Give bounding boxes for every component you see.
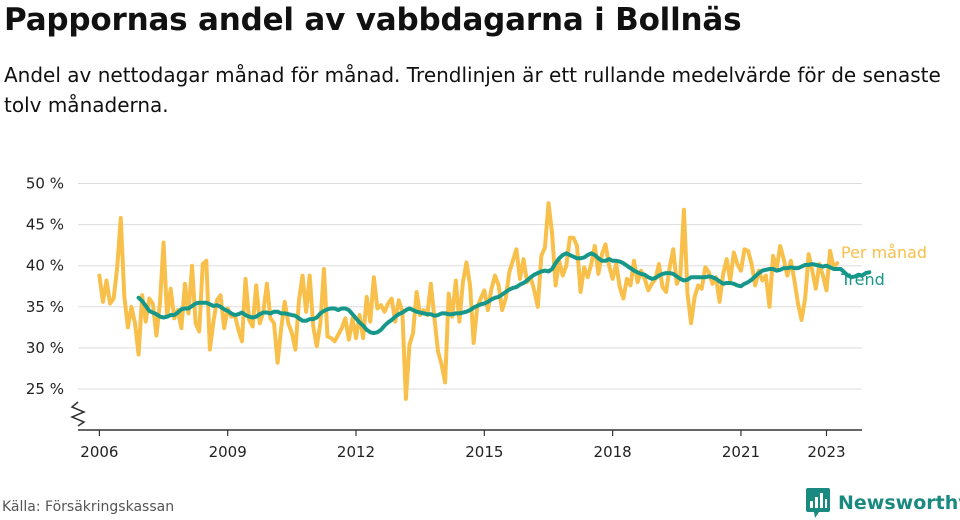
x-tick-label: 2009 bbox=[209, 443, 247, 461]
y-tick-label: 25 % bbox=[26, 380, 64, 398]
legend-label-trend: Trend bbox=[840, 270, 885, 289]
x-tick-label: 2018 bbox=[594, 443, 632, 461]
x-tick-label: 2021 bbox=[722, 443, 760, 461]
x-tick-label: 2015 bbox=[465, 443, 503, 461]
chart-subtitle: Andel av nettodagar månad för månad. Tre… bbox=[4, 63, 941, 117]
x-tick-label: 2012 bbox=[337, 443, 375, 461]
y-axis-break-icon bbox=[70, 401, 86, 427]
legend-label-per-manad: Per månad bbox=[841, 243, 927, 262]
brand-name: Newsworthy bbox=[838, 492, 960, 514]
y-tick-label: 40 % bbox=[26, 257, 64, 275]
y-tick-label: 50 % bbox=[26, 175, 64, 193]
y-tick-label: 45 % bbox=[26, 216, 64, 234]
x-tick-label: 2006 bbox=[80, 443, 118, 461]
bar-chart-icon bbox=[806, 488, 830, 518]
y-tick-label: 35 % bbox=[26, 298, 64, 316]
line-chart: 25 % 30 % 35 % 40 % 45 % 50 % 2006 2009 2012 2015… bbox=[26, 175, 927, 462]
source-note: Källa: Försäkringskassan bbox=[2, 499, 175, 515]
series-line-trend bbox=[136, 251, 872, 336]
y-tick-label: 30 % bbox=[26, 339, 64, 357]
chart-title: Pappornas andel av vabbdagarna i Bollnäs bbox=[4, 2, 742, 38]
brand-logo: Newsworthy bbox=[806, 488, 960, 518]
series-line-per-manad bbox=[97, 201, 840, 401]
x-tick-label: 2023 bbox=[807, 443, 845, 461]
